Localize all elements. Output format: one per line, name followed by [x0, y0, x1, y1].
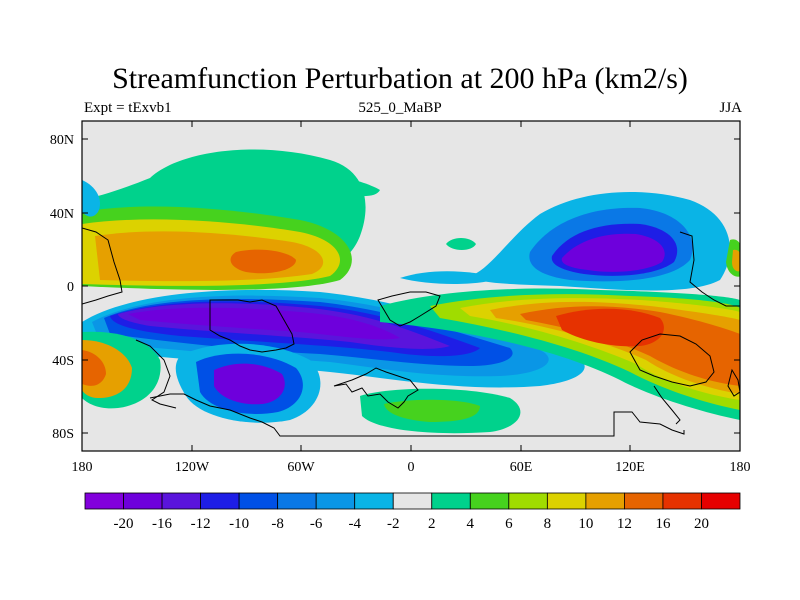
lat-label-80n: 80N: [50, 133, 74, 148]
colorbar-swatch: [662, 492, 702, 510]
lat-label-40s: 40S: [52, 354, 74, 369]
colorbar-label: -2: [387, 516, 400, 532]
colorbar-label: -8: [271, 516, 284, 532]
lon-label-120e: 120E: [615, 460, 645, 475]
north-small-green: [446, 238, 476, 250]
lat-labels: 80N 40N 0 40S 80S: [50, 133, 74, 442]
colorbar-swatch: [585, 492, 625, 510]
lon-label-60w: 60W: [287, 460, 315, 475]
lon-label-180-left: 180: [72, 460, 93, 475]
season-label: JJA: [719, 100, 742, 116]
colorbar-label: 2: [428, 516, 436, 532]
colorbar-label: -20: [114, 516, 134, 532]
north-positive-red: [230, 249, 296, 274]
colorbar-swatch: [701, 492, 741, 510]
colorbar-swatch: [431, 492, 471, 510]
lon-label-180-right: 180: [730, 460, 751, 475]
colorbar-label: -12: [191, 516, 211, 532]
colorbar-swatch: [315, 492, 356, 510]
experiment-label: Expt = tExvb1: [84, 100, 172, 116]
colorbar-swatch: [392, 492, 433, 510]
colorbar-swatch: [238, 492, 279, 510]
streamfunction-contours: [82, 149, 740, 434]
colorbar-label: -16: [152, 516, 172, 532]
coastline-south-america: [209, 299, 295, 353]
run-label: 525_0_MaBP: [358, 100, 442, 116]
lon-label-120w: 120W: [175, 460, 210, 475]
colorbar-swatch: [123, 492, 163, 510]
south-negative-core: [128, 307, 400, 340]
colorbar-label: -10: [229, 516, 249, 532]
colorbar-swatch: [161, 492, 201, 510]
coastline-antarctica: [149, 393, 685, 437]
ne-negative-violet: [561, 233, 665, 272]
sw-lobe-core: [214, 363, 285, 405]
coastline-sw-edge: [135, 339, 177, 409]
coastlines: [82, 227, 740, 437]
colorbar-label: 8: [544, 516, 552, 532]
colorbar-label: 16: [655, 516, 671, 532]
colorbar-swatch: [508, 492, 548, 510]
colorbar-swatch: [546, 492, 587, 510]
colorbar-label: 12: [617, 516, 632, 532]
lon-label-0: 0: [408, 460, 415, 475]
south-green-inner: [384, 399, 480, 422]
coastline-australia: [629, 333, 715, 387]
lat-label-0: 0: [67, 280, 74, 295]
sw-red-edge: [82, 350, 106, 386]
lon-labels: 180 120W 60W 0 60E 120E 180: [72, 460, 751, 475]
coastline-africa: [377, 291, 441, 327]
colorbar-swatch: [200, 492, 240, 510]
colorbar-swatch: [469, 492, 510, 510]
colorbar: -20 -16 -12 -10 -8 -6 -4 -2 2 4 6 8 10 12 16 20: [84, 492, 741, 532]
lon-label-60e: 60E: [510, 460, 533, 475]
lat-label-80s: 80S: [52, 427, 74, 442]
lat-ticks: [82, 138, 740, 434]
plot-title: Streamfunction Perturbation at 200 hPa (…: [112, 62, 688, 95]
east-edge-orange: [732, 249, 740, 272]
ne-tongue: [400, 271, 500, 284]
colorbar-swatch: [354, 492, 394, 510]
colorbar-label: -6: [310, 516, 323, 532]
west-edge-blue: [82, 180, 101, 217]
coastline-east-edge: [679, 231, 740, 307]
coastline-west-edge: [82, 227, 123, 305]
colorbar-label: 4: [467, 516, 475, 532]
colorbar-label: 20: [694, 516, 709, 532]
se-positive-red: [556, 308, 664, 347]
lon-ticks: [191, 121, 631, 451]
colorbar-label: 6: [505, 516, 513, 532]
colorbar-swatch: [84, 492, 124, 510]
coastline-nz-south: [653, 385, 681, 425]
colorbar-swatch: [277, 492, 317, 510]
coastline-new-zealand: [727, 368, 740, 397]
coastline-southern-islands: [333, 367, 419, 409]
lat-label-40n: 40N: [50, 207, 74, 222]
colorbar-label: -4: [348, 516, 361, 532]
colorbar-label: 10: [578, 516, 593, 532]
north-green-wing: [290, 168, 380, 197]
colorbar-swatch: [624, 492, 664, 510]
